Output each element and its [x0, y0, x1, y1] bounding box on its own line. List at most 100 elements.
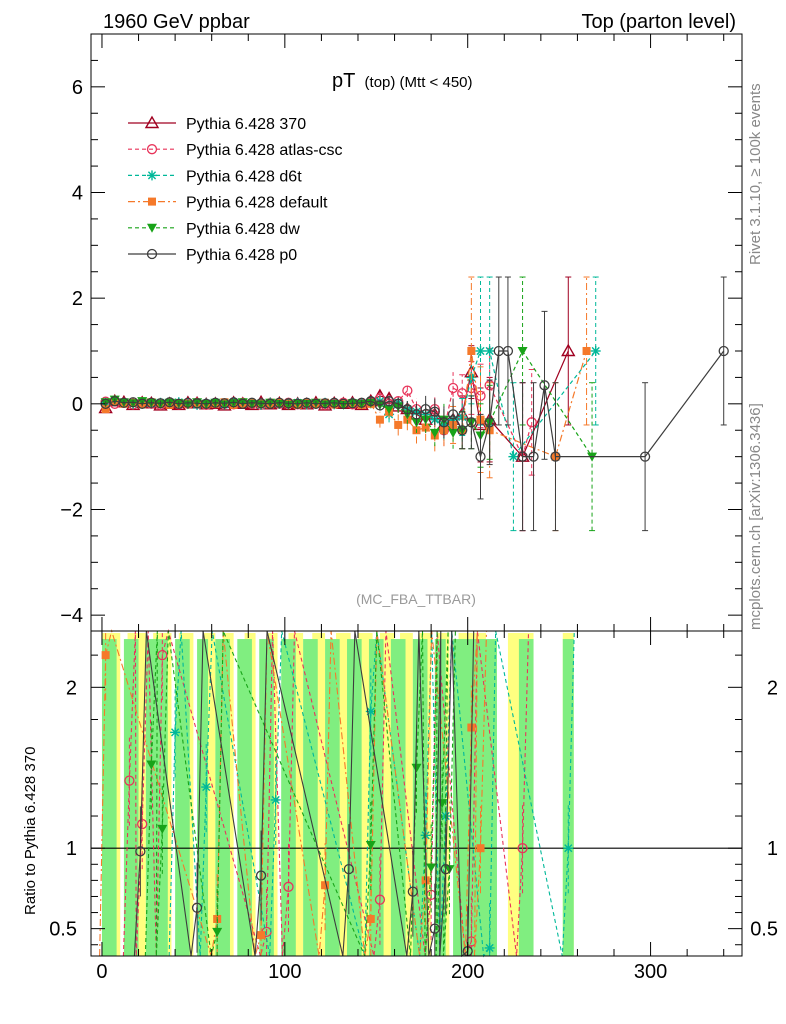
data-point — [484, 345, 495, 356]
legend-marker — [147, 223, 157, 233]
ratio-point — [257, 931, 266, 940]
ytick-label: 2 — [72, 288, 83, 310]
plot-title-sub: (top) (Mtt < 450) — [365, 74, 473, 91]
ratio-point — [321, 881, 330, 890]
data-point — [466, 417, 477, 428]
green-band — [281, 639, 296, 956]
ratio-point — [101, 651, 110, 660]
ratio-point — [426, 863, 437, 873]
ratio-point — [440, 863, 451, 875]
ratio-point — [366, 914, 375, 923]
data-point — [374, 400, 386, 411]
ratio-series-3 — [144, 630, 456, 957]
energy-label: 1960 GeV ppbar — [103, 11, 250, 33]
green-band — [303, 639, 318, 956]
data-point — [420, 403, 431, 415]
ratio-ytick-label-left: 1 — [66, 838, 77, 860]
ratio-point — [437, 799, 448, 809]
green-band — [123, 639, 139, 956]
ratio-point — [407, 886, 418, 897]
data-point — [561, 343, 576, 357]
ratio-point — [343, 863, 354, 875]
legend: Pythia 6.428 370 Pythia 6.428 atlas-csc Py… — [128, 115, 343, 264]
ratio-line — [144, 630, 456, 957]
ratio-point — [365, 840, 376, 850]
green-band — [347, 639, 362, 956]
data-point — [718, 345, 729, 357]
uncertainty-bands — [101, 633, 574, 956]
plot-title-main: pT — [332, 70, 355, 92]
ratio-line — [133, 630, 475, 958]
data-point — [582, 346, 591, 355]
legend-marker — [144, 115, 160, 129]
data-point — [502, 345, 514, 357]
legend-item: Pythia 6.428 dw — [128, 221, 300, 238]
ratio-point — [411, 763, 422, 773]
xtick-label: 300 — [634, 961, 667, 983]
data-point — [457, 388, 468, 399]
ratio-point — [444, 865, 455, 875]
ratio-point — [517, 843, 528, 854]
ratio-ytick-label-left: 2 — [66, 677, 77, 699]
ratio-point — [135, 846, 146, 857]
ratio-plot-panel: 0.5 0.5 1 1 2 2 0 100 200 300 Ratio to Pythia 6.4… — [22, 628, 778, 983]
legend-label: Pythia 6.428 atlas-csc — [186, 142, 343, 159]
legend-marker — [148, 197, 156, 206]
green-band — [237, 639, 252, 956]
green-band — [175, 639, 190, 956]
xtick-label: 200 — [451, 961, 484, 983]
data-point — [429, 428, 440, 438]
data-point — [639, 451, 651, 462]
ratio-point — [191, 902, 203, 913]
ratio-line — [168, 630, 575, 958]
legend-item: Pythia 6.428 370 — [128, 115, 306, 133]
process-label: Top (parton level) — [581, 11, 736, 33]
ratio-point — [146, 760, 157, 770]
green-band — [101, 639, 117, 956]
ytick-label: −4 — [60, 605, 83, 627]
ytick-label: 6 — [72, 77, 83, 99]
ratio-point — [476, 844, 485, 853]
ytick-label: 4 — [72, 182, 83, 204]
legend-marker — [146, 248, 158, 260]
ratio-point — [137, 818, 148, 830]
data-point — [402, 385, 413, 396]
rivet-label: Rivet 3.1.10, ≥ 100k events — [747, 83, 764, 265]
xtick-label: 0 — [96, 961, 107, 983]
data-point — [550, 451, 561, 462]
legend-item: Pythia 6.428 default — [128, 195, 328, 212]
ratio-ylabel: Ratio to Pythia 6.428 370 — [22, 747, 39, 915]
data-point — [517, 346, 528, 356]
data-point — [475, 451, 486, 462]
ratio-point — [374, 894, 386, 905]
ratio-ytick-label-right: 0.5 — [750, 919, 778, 941]
data-point — [484, 417, 495, 428]
mcplots-label: mcplots.cern.ch [arXiv:1306.3436] — [747, 403, 764, 630]
data-point — [101, 405, 110, 414]
data-point — [517, 451, 528, 462]
ytick-label: −2 — [60, 499, 83, 521]
ratio-point — [429, 923, 440, 934]
legend-item: Pythia 6.428 p0 — [128, 247, 297, 264]
ratio-point — [255, 870, 267, 881]
green-band — [518, 639, 534, 956]
data-point — [508, 451, 519, 462]
data-point — [402, 403, 413, 415]
legend-item: Pythia 6.428 atlas-csc — [128, 142, 343, 159]
data-point — [526, 417, 537, 428]
ratio-point — [201, 782, 212, 793]
ratio-point — [421, 876, 430, 885]
data-point — [394, 420, 403, 429]
data-point — [384, 405, 395, 415]
data-point — [447, 409, 459, 420]
ratio-series-0 — [122, 628, 530, 959]
data-point — [539, 380, 550, 391]
data-point — [411, 409, 422, 420]
legend-label: Pythia 6.428 p0 — [186, 247, 297, 264]
ratio-point — [170, 727, 181, 738]
data-point — [383, 396, 395, 407]
ytick-label: 0 — [72, 394, 83, 416]
ratio-point — [212, 927, 223, 937]
ratio-point — [124, 775, 135, 786]
data-point — [590, 345, 601, 356]
